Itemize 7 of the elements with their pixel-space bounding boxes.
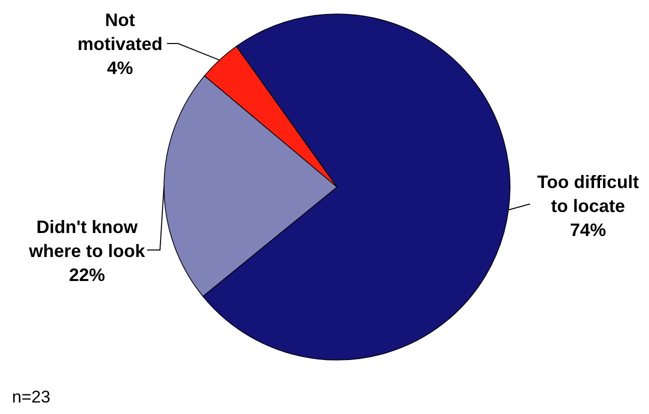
text: n=23 <box>12 388 50 406</box>
data-label: 4% <box>106 58 134 78</box>
slice-label: Not motivated <box>77 10 163 54</box>
data-label: 74% <box>570 220 606 240</box>
slice-label: Didn't know where to look <box>28 217 146 261</box>
data-label: 22% <box>68 265 106 285</box>
slice-label: Too difficult to locate <box>537 172 639 216</box>
